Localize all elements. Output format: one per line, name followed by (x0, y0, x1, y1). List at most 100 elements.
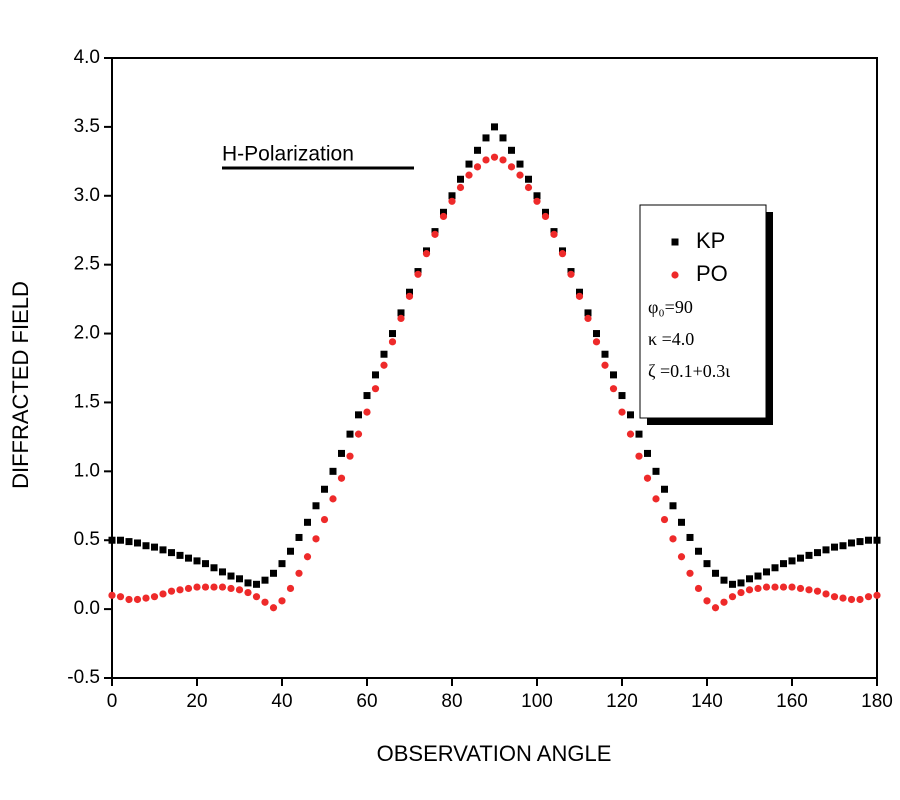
data-point (712, 569, 719, 577)
data-point (482, 156, 490, 164)
x-tick-label: 60 (356, 691, 377, 712)
data-point (116, 593, 125, 601)
data-point (797, 554, 804, 562)
data-point (167, 587, 176, 595)
data-point (499, 134, 507, 142)
data-point (848, 539, 855, 547)
data-point (524, 183, 533, 192)
data-point (439, 212, 448, 221)
data-point (584, 309, 592, 317)
data-point (295, 569, 303, 577)
data-point (380, 361, 388, 369)
y-tick-label: 0.5 (74, 529, 100, 550)
data-point (142, 594, 150, 602)
data-point (448, 197, 456, 205)
data-point (779, 583, 788, 591)
data-point (746, 575, 753, 583)
data-point (669, 535, 677, 543)
data-point (338, 449, 345, 457)
data-point (218, 583, 227, 591)
data-point (542, 208, 549, 216)
data-point (287, 547, 294, 555)
data-point (235, 586, 244, 594)
data-point (508, 146, 515, 154)
x-tick-label: 180 (861, 691, 893, 712)
data-point (406, 288, 413, 296)
data-point (865, 536, 872, 544)
data-point (525, 175, 532, 183)
data-point (405, 292, 414, 300)
data-point (703, 597, 711, 605)
data-point (550, 230, 558, 238)
data-point (491, 123, 498, 131)
legend-note: φ₀=90 (648, 297, 693, 317)
x-tick-label: 120 (606, 691, 638, 712)
data-point (601, 361, 609, 369)
data-point (669, 502, 677, 510)
legend-marker (671, 271, 679, 279)
data-point (839, 542, 847, 550)
data-point (584, 314, 592, 322)
data-point (329, 495, 337, 503)
data-point (320, 515, 329, 524)
data-point (694, 584, 703, 593)
x-tick-label: 140 (691, 691, 723, 712)
data-point (652, 495, 660, 503)
data-point (644, 449, 651, 457)
data-point (728, 593, 737, 601)
data-point (720, 576, 728, 584)
data-point (278, 560, 286, 568)
data-point (431, 230, 439, 238)
data-point (635, 430, 643, 438)
data-point (796, 584, 805, 593)
data-point (618, 408, 626, 416)
x-tick-label: 40 (271, 691, 292, 712)
data-point (202, 560, 209, 568)
data-point (117, 536, 124, 544)
data-point (864, 593, 873, 601)
data-point (184, 584, 193, 593)
data-point (729, 580, 736, 588)
data-point (822, 546, 830, 554)
data-point (312, 535, 320, 543)
data-point (686, 569, 694, 577)
data-point (236, 575, 243, 583)
data-point (780, 560, 787, 568)
data-point (711, 604, 720, 612)
data-point (822, 590, 830, 598)
data-point (440, 208, 447, 216)
data-point (762, 583, 771, 591)
data-point (244, 588, 252, 597)
data-point (329, 467, 337, 475)
data-point (227, 572, 235, 580)
data-point (754, 584, 762, 593)
data-point (771, 564, 779, 572)
data-point (422, 250, 431, 258)
data-point (286, 584, 295, 593)
data-point (592, 338, 601, 346)
data-point (677, 553, 686, 561)
data-point (847, 595, 856, 604)
data-point (695, 547, 702, 555)
data-point (643, 474, 652, 482)
data-point (303, 553, 312, 561)
legend-label: KP (696, 228, 725, 253)
data-point (261, 598, 269, 606)
data-point (831, 543, 838, 551)
data-point (346, 430, 354, 438)
data-point (150, 593, 159, 601)
data-point (609, 385, 618, 393)
x-axis-label: OBSERVATION ANGLE (377, 741, 612, 766)
data-point (244, 579, 252, 587)
data-point (763, 568, 770, 576)
data-point (814, 549, 821, 557)
data-point (210, 583, 218, 591)
data-point (142, 542, 150, 550)
data-point (134, 539, 141, 547)
legend-marker (671, 238, 679, 246)
data-point (108, 591, 116, 599)
data-point (337, 474, 346, 482)
y-tick-label: 2.0 (74, 323, 100, 344)
